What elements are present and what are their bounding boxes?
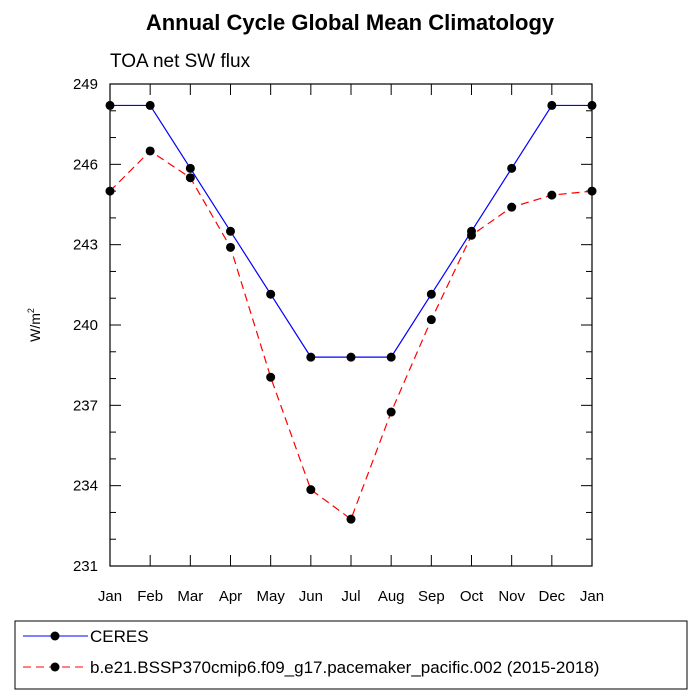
- data-point-series-1: [266, 372, 276, 382]
- y-tick-label: 237: [73, 397, 98, 414]
- legend-marker-model: [50, 662, 60, 672]
- x-tick-label: Mar: [177, 588, 203, 605]
- data-point-series-0: [386, 352, 396, 362]
- plot-frame: [109, 83, 593, 567]
- data-point-series-1: [185, 173, 195, 183]
- x-tick-label: Apr: [219, 588, 242, 605]
- x-tick-label: Nov: [498, 588, 525, 605]
- data-point-series-1: [226, 242, 235, 252]
- chart-subtitle: TOA net SW flux: [110, 51, 251, 72]
- y-tick-label: 246: [73, 156, 98, 173]
- data-point-series-1: [547, 190, 557, 200]
- x-tick-label: Feb: [137, 588, 163, 605]
- x-tick-label: May: [256, 588, 285, 605]
- legend-label-model: b.e21.BSSP370cmip6.f09_g17.pacemaker_pac…: [90, 658, 599, 677]
- x-tick-label: Dec: [538, 588, 565, 605]
- y-tick-label: 240: [73, 317, 98, 334]
- legend-box: [14, 620, 688, 690]
- x-tick-labels: Jan Feb Mar Apr May Jun Jul Aug Sep Oct Nov Dec Jan: [98, 588, 604, 605]
- series-line-1: [109, 150, 593, 521]
- y-tick-label: 231: [73, 558, 98, 575]
- x-tick-label: Oct: [460, 588, 484, 605]
- chart-title: Annual Cycle Global Mean Climatology: [146, 10, 555, 35]
- data-point-series-0: [145, 100, 155, 110]
- x-tick-label: Aug: [378, 588, 405, 605]
- data-point-series-1: [386, 407, 396, 417]
- x-tick-label: Jun: [299, 588, 323, 605]
- data-point-series-0: [547, 100, 557, 110]
- data-point-series-0: [507, 163, 517, 173]
- data-point-series-0: [426, 289, 436, 299]
- series-layer: [105, 100, 597, 524]
- y-tick-label: 243: [73, 237, 98, 254]
- svg-text:W/m2: W/m2: [26, 308, 43, 342]
- legend-label-ceres: CERES: [90, 627, 149, 646]
- data-point-series-0: [306, 352, 316, 362]
- data-point-series-0: [346, 352, 356, 362]
- data-point-series-0: [226, 226, 235, 236]
- y-tick-label: 234: [73, 478, 98, 495]
- legend-marker-ceres: [50, 631, 60, 641]
- legend: CERES b.e21.BSSP370cmip6.f09_g17.pacemak…: [14, 620, 688, 690]
- data-point-series-0: [185, 163, 195, 173]
- series-line-0: [110, 104, 592, 358]
- data-point-series-1: [467, 230, 476, 240]
- data-point-series-1: [507, 202, 517, 212]
- data-point-series-1: [306, 485, 316, 495]
- data-point-series-0: [266, 289, 276, 299]
- x-tick-label: Jul: [341, 588, 360, 605]
- data-point-series-1: [346, 514, 356, 524]
- x-tick-label: Jan: [98, 588, 122, 605]
- data-point-series-1: [426, 315, 436, 325]
- y-tick-labels: 231 234 237 240 243 246 249: [73, 76, 98, 575]
- data-point-series-1: [145, 146, 155, 156]
- y-axis-label: W/m2: [26, 308, 43, 342]
- x-tick-label: Jan: [580, 588, 604, 605]
- y-tick-label: 249: [73, 76, 98, 93]
- x-tick-label: Sep: [418, 588, 445, 605]
